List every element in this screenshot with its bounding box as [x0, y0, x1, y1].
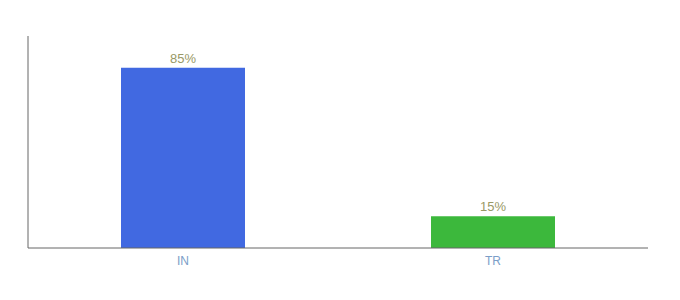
svg-text:15%: 15% — [480, 199, 506, 214]
svg-text:TR: TR — [485, 254, 501, 268]
svg-text:85%: 85% — [170, 51, 196, 66]
svg-text:IN: IN — [177, 254, 189, 268]
